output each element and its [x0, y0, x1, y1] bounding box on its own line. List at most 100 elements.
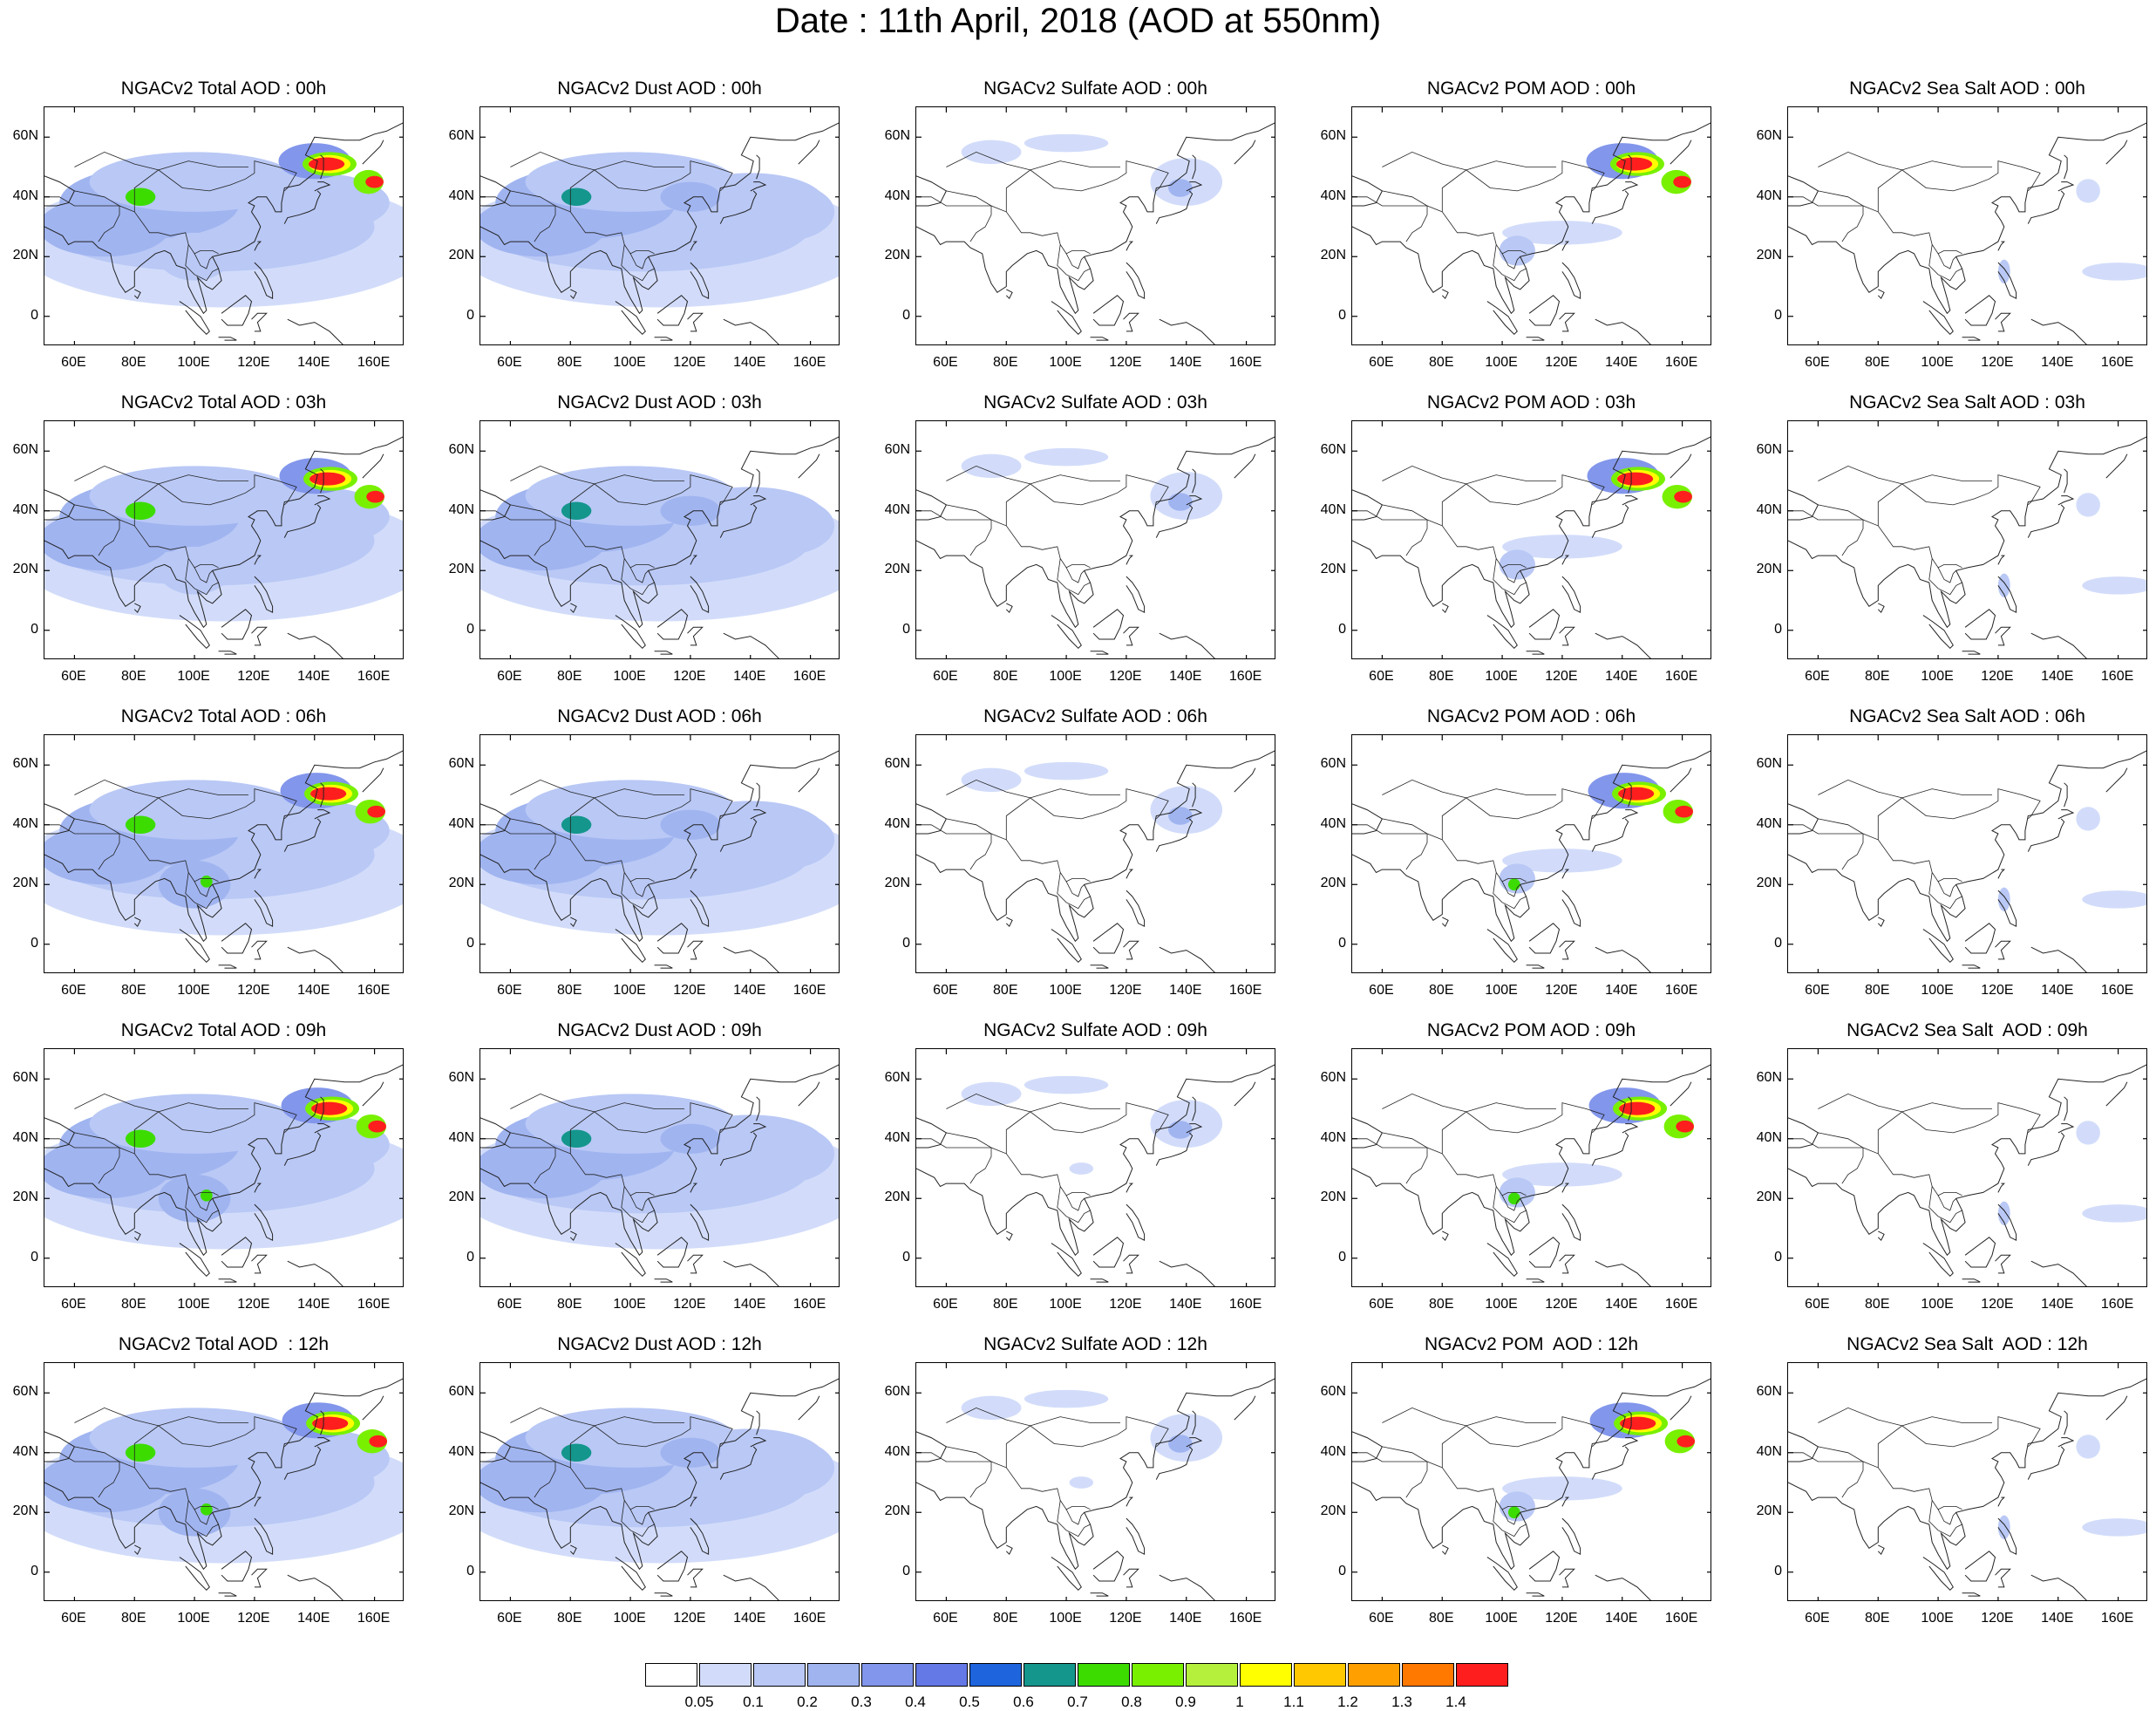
coastline — [254, 1496, 262, 1507]
lon-tick-label: 100E — [177, 669, 210, 684]
coastline — [723, 946, 779, 972]
aod-shading — [1168, 179, 1193, 197]
country-border — [1928, 872, 1962, 910]
aod-shading — [1507, 1506, 1520, 1519]
coastline — [1090, 965, 1109, 969]
aod-shading — [1619, 1416, 1656, 1430]
coastline — [1441, 1230, 1449, 1242]
coastline — [656, 295, 689, 326]
country-border — [1501, 1509, 1520, 1525]
aod-shading — [309, 787, 347, 801]
country-border — [1382, 1407, 1466, 1427]
panel-title: NGACv2 Sulfate AOD : 12h — [983, 1334, 1207, 1354]
coastline — [1192, 154, 1196, 180]
colorbar-label: 0.6 — [1013, 1694, 1034, 1710]
coastline — [1591, 1446, 1629, 1480]
coastline — [251, 940, 268, 960]
lat-tick-label: 60N — [12, 1070, 38, 1086]
map-area — [479, 1362, 840, 1601]
coastline — [1092, 1237, 1125, 1268]
coastline — [654, 337, 673, 341]
coastline — [1997, 241, 2006, 251]
country-border — [1426, 205, 1527, 255]
coastline — [1561, 576, 1581, 614]
aod-shading — [1168, 1121, 1193, 1139]
lon-tick-label: 140E — [297, 1297, 330, 1312]
coastline — [1192, 1410, 1196, 1435]
coastline — [916, 1378, 1275, 1571]
map-area — [1787, 1362, 2147, 1601]
coastline — [133, 1230, 141, 1242]
map-panel-sulfate-r1: NGACv2 Sulfate AOD : 03h 60N 40N 20N 0 60E 80E… — [885, 392, 1275, 693]
country-border — [1928, 244, 1962, 282]
coastline — [750, 809, 767, 820]
coastline — [1788, 1117, 1819, 1149]
aod-shading — [961, 1081, 1022, 1107]
coastline — [654, 1278, 673, 1283]
aod-shading — [961, 1395, 1022, 1421]
map-panel-seasalt-r3: NGACv2 Sea Salt AOD : 09h 60N 40N 20N 0 60E 80… — [1757, 1020, 2147, 1321]
coastline — [283, 818, 322, 852]
lon-tick-label: 80E — [993, 1297, 1018, 1312]
lon-tick-label: 120E — [1545, 669, 1578, 684]
lon-tick-label: 140E — [2041, 669, 2074, 684]
lat-tick-label: 40N — [12, 187, 38, 203]
country-border — [510, 151, 595, 171]
aod-shading — [1677, 1435, 1696, 1448]
coastline — [44, 436, 403, 629]
lat-tick-label: 60N — [1756, 442, 1782, 458]
aod-shading — [158, 1174, 231, 1223]
coastline — [480, 1117, 512, 1149]
map-area — [1787, 1048, 2147, 1287]
aod-shading — [365, 175, 384, 188]
aod-map — [480, 421, 839, 658]
lon-tick-label: 60E — [933, 669, 958, 684]
coastline — [1528, 609, 1561, 640]
coastline — [254, 1203, 274, 1242]
lon-tick-label: 60E — [1805, 669, 1830, 684]
aod-shading — [239, 801, 390, 861]
coastline — [1352, 175, 1384, 207]
country-border — [1030, 474, 1120, 485]
lat-tick-label: 0 — [902, 621, 910, 637]
aod-shading — [1507, 878, 1520, 891]
lon-tick-label: 60E — [61, 355, 86, 370]
aod-shading — [1024, 133, 1109, 153]
country-border — [1788, 1452, 1863, 1462]
country-border — [1382, 465, 1466, 485]
aod-shading — [561, 501, 592, 521]
coastline — [1788, 1064, 2146, 1257]
map-panel-pom-r0: NGACv2 POM AOD : 00h 60N 40N 20N 0 60E 80E 100E… — [1321, 78, 1711, 379]
coastline — [1995, 626, 2011, 646]
coastline — [687, 312, 704, 332]
coastline — [1352, 122, 1711, 315]
coastline — [1159, 318, 1215, 344]
map-area — [915, 1362, 1275, 1601]
coastline — [1561, 890, 1581, 928]
aod-map — [1788, 1049, 2146, 1286]
coastline — [1962, 651, 1981, 655]
coastline — [1352, 750, 1711, 943]
country-border — [74, 779, 159, 799]
coastline — [656, 609, 689, 640]
coastline — [179, 301, 210, 336]
coastline — [254, 576, 274, 614]
country-border — [1466, 1416, 1556, 1427]
coastline — [287, 318, 343, 344]
lat-tick-label: 0 — [466, 935, 474, 951]
coastline — [2057, 495, 2075, 506]
country-border — [74, 818, 120, 870]
coastline — [480, 175, 512, 207]
panel-title: NGACv2 Sulfate AOD : 00h — [983, 78, 1207, 99]
coastline — [798, 140, 820, 165]
coastline — [44, 750, 403, 943]
lon-tick-label: 60E — [497, 669, 522, 684]
country-border — [990, 205, 1091, 255]
aod-shading — [158, 546, 231, 595]
coastline — [2064, 782, 2068, 808]
coastline — [133, 603, 141, 614]
map-area — [1351, 106, 1711, 345]
lon-tick-label: 60E — [1369, 669, 1394, 684]
aod-shading — [726, 1437, 835, 1498]
coastline — [916, 1064, 1275, 1257]
